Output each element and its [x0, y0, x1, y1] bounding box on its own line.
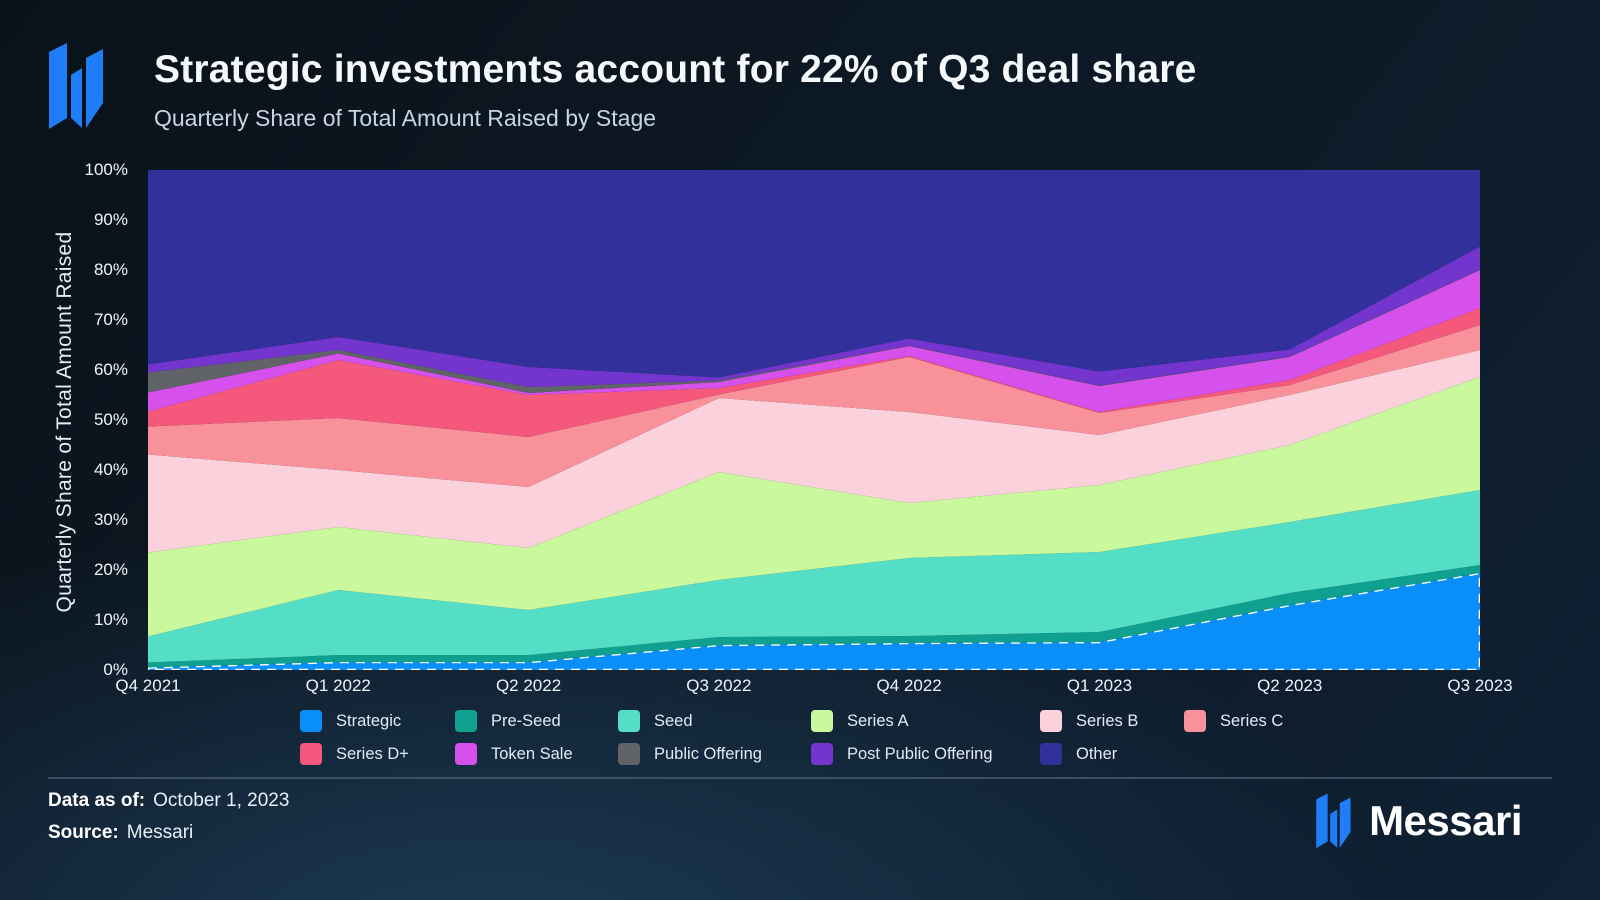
- legend-swatch-series-a: [811, 710, 833, 732]
- logo-bar: [1316, 793, 1328, 849]
- logo-bar: [49, 43, 67, 129]
- legend-label-series-c: Series C: [1220, 711, 1284, 730]
- legend-swatch-public-offering: [618, 743, 640, 765]
- x-tick-q3-2023: Q3 2023: [1447, 676, 1513, 695]
- source-label: Source:: [48, 822, 119, 843]
- area-other: [148, 170, 1480, 378]
- legend-label-seed: Seed: [654, 711, 693, 730]
- x-tick-q3-2022: Q3 2022: [686, 676, 752, 695]
- legend-label-post-public-offering: Post Public Offering: [847, 744, 993, 763]
- logo-bar: [1339, 797, 1351, 848]
- logo-bar: [71, 68, 82, 128]
- page-title: Strategic investments account for 22% of…: [154, 48, 1197, 91]
- y-tick-70: 70%: [93, 310, 128, 329]
- legend-label-series-b: Series B: [1076, 711, 1139, 730]
- legend-swatch-series-b: [1040, 710, 1062, 732]
- brand-lockup: Messari: [1315, 793, 1522, 849]
- area-pre-seed: [148, 565, 1480, 668]
- x-tick-q4-2021: Q4 2021: [115, 676, 181, 695]
- area-series-b: [148, 350, 1480, 553]
- messari-logo-icon: [49, 43, 103, 129]
- stacked-area-plot: [148, 170, 1480, 670]
- area-series-a: [148, 377, 1480, 637]
- messari-logo-icon: [1316, 793, 1351, 849]
- data-as-of: Data as of: October 1, 2023: [48, 790, 289, 812]
- y-tick-30: 30%: [93, 510, 128, 529]
- logo-bar: [1330, 809, 1338, 848]
- area-series-c: [148, 325, 1480, 487]
- legend-swatch-seed: [618, 710, 640, 732]
- legend-item-pre-seed: Pre-Seed: [455, 709, 561, 733]
- legend-label-series-a: Series A: [847, 711, 909, 730]
- legend-item-strategic: Strategic: [300, 709, 401, 733]
- y-tick-100: 100%: [84, 160, 128, 179]
- x-tick-q1-2022: Q1 2022: [305, 676, 371, 695]
- legend-label-public-offering: Public Offering: [654, 744, 762, 763]
- x-tick-q2-2022: Q2 2022: [495, 676, 562, 695]
- legend-label-pre-seed: Pre-Seed: [491, 711, 561, 730]
- logo-bar: [86, 49, 103, 128]
- x-tick-q4-2022: Q4 2022: [876, 676, 942, 695]
- legend-swatch-other: [1040, 743, 1062, 765]
- legend-item-public-offering: Public Offering: [618, 742, 762, 766]
- legend-swatch-series-d: [300, 743, 322, 765]
- legend-swatch-token-sale: [455, 743, 477, 765]
- legend-swatch-pre-seed: [455, 710, 477, 732]
- legend-label-series-d: Series D+: [336, 744, 409, 763]
- legend-label-other: Other: [1076, 744, 1118, 763]
- legend-label-strategic: Strategic: [336, 711, 402, 730]
- legend-item-post-public-offering: Post Public Offering: [811, 742, 993, 766]
- y-tick-50: 50%: [93, 410, 128, 429]
- legend-item-series-b: Series B: [1040, 709, 1138, 733]
- y-tick-90: 90%: [93, 210, 128, 229]
- data-as-of-value: October 1, 2023: [153, 790, 290, 811]
- legend-swatch-post-public-offering: [811, 743, 833, 765]
- legend-item-series-a: Series A: [811, 709, 908, 733]
- x-tick-q1-2023: Q1 2023: [1066, 676, 1133, 695]
- y-tick-10: 10%: [93, 610, 128, 629]
- y-tick-0: 0%: [103, 660, 128, 679]
- legend-label-token-sale: Token Sale: [491, 744, 573, 763]
- area-series-d: [148, 308, 1480, 437]
- source: Source: Messari: [48, 822, 193, 844]
- legend-item-series-d: Series D+: [300, 742, 409, 766]
- y-tick-20: 20%: [93, 560, 128, 579]
- y-tick-80: 80%: [93, 260, 128, 279]
- footer-divider: [48, 777, 1552, 779]
- x-tick-q2-2023: Q2 2023: [1257, 676, 1323, 695]
- legend-swatch-strategic: [300, 710, 322, 732]
- header-titles: Strategic investments account for 22% of…: [154, 42, 1196, 132]
- data-as-of-label: Data as of:: [48, 790, 146, 811]
- y-tick-40: 40%: [93, 460, 128, 479]
- legend-item-seed: Seed: [618, 709, 693, 733]
- source-value: Messari: [126, 822, 194, 843]
- header: Strategic investments account for 22% of…: [48, 42, 1196, 132]
- legend-swatch-series-c: [1184, 710, 1206, 732]
- area-post-public-offering: [148, 246, 1480, 387]
- area-seed: [148, 490, 1480, 663]
- area-strategic: [148, 571, 1480, 670]
- legend-item-other: Other: [1040, 742, 1117, 766]
- legend-item-token-sale: Token Sale: [455, 742, 573, 766]
- y-tick-60: 60%: [93, 360, 128, 379]
- page-subtitle: Quarterly Share of Total Amount Raised b…: [154, 105, 657, 131]
- brand-wordmark: Messari: [1369, 797, 1522, 844]
- legend-item-series-c: Series C: [1184, 709, 1283, 733]
